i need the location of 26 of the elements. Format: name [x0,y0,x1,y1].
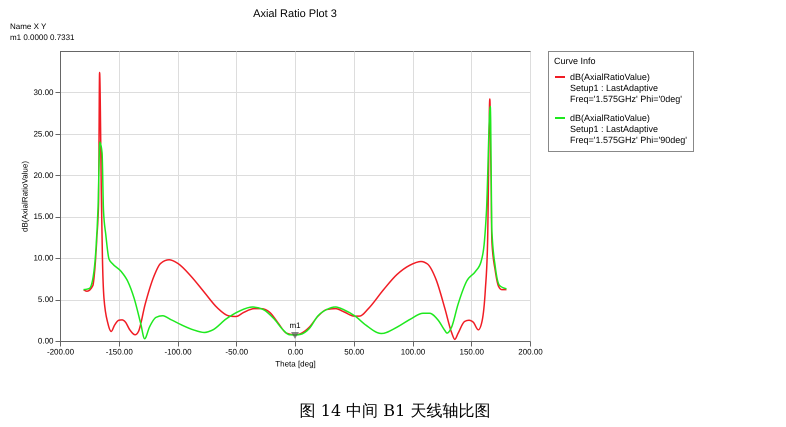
text: m1 0.0000 0.7331 [10,33,76,42]
x-tick-label: 0.00 [288,348,304,356]
y-axis-title: dB(AxialRatioValue) [20,160,30,232]
x-axis-title: Theta [deg] [275,360,316,368]
x-tick-label: 200.00 [518,348,544,356]
x-tick-label: 50.00 [344,348,365,356]
x-tick-label: -50.00 [225,348,249,356]
annotation: m1 [289,320,302,330]
text: Name X Y [10,22,47,31]
y-tick-label: 25.00 [33,129,54,138]
y-tick-label: 10.00 [33,254,54,263]
caption: 图 14 中间 B1 天线轴比图 [300,401,490,420]
x-tick-label: -100.00 [164,348,192,356]
legend-title: Curve Info [554,56,596,66]
y-tick-label: 5.00 [38,295,54,304]
y-tick-label: 0.00 [38,336,54,346]
y-tick-label: 15.00 [33,212,54,222]
chart-title: Axial Ratio Plot 3 [253,8,337,20]
legend-label: dB(AxialRatioValue) Setup1 : LastAdaptive Freq='1.575GHz' Phi='90deg' [570,113,688,145]
y-tick-label: 30.00 [33,88,54,97]
legend-label: dB(AxialRatioValue) Setup1 : LastAdaptive Freq='1.575GHz' Phi='0deg' [570,72,682,104]
x-tick-label: -150.00 [106,348,134,356]
x-tick-label: 100.00 [400,348,426,356]
x-tick-label: 150.00 [460,348,485,356]
x-tick-label: -200.00 [46,348,75,356]
y-tick-label: 20.00 [33,170,54,180]
